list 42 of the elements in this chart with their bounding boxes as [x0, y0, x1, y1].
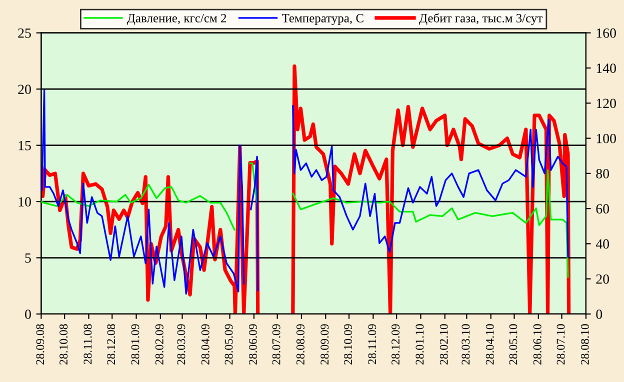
- x-tick-label: 28.11.09: [368, 324, 376, 364]
- x-tick-label: 28.11.08: [84, 324, 92, 364]
- y-tick-label: 10: [18, 197, 31, 206]
- x-tick-label: 28.12.08: [107, 324, 116, 365]
- y-tick-label: 20: [18, 84, 31, 94]
- x-tick-label: 28.01.10: [416, 324, 424, 365]
- y2-tick-label: 0: [596, 310, 602, 319]
- x-tick-label: 28.07.09: [272, 324, 280, 365]
- x-tick-label: 28.09.08: [36, 324, 44, 365]
- x-tick-label: 28.02.09: [155, 324, 164, 365]
- x-tick-label: 28.05.09: [224, 324, 233, 365]
- x-tick-label: 28.12.09: [392, 324, 400, 365]
- legend-label: Давление, кгс/см 2: [127, 14, 226, 25]
- x-tick-label: 28.02.10: [440, 324, 448, 365]
- x-tick-label: 28.09.09: [320, 324, 329, 365]
- x-tick-label: 28.04.09: [201, 324, 210, 365]
- y-tick-label: 5: [25, 253, 31, 263]
- legend-label: Температура, С: [282, 14, 364, 25]
- y2-tick-label: 140: [596, 64, 616, 73]
- y2-tick-label: 60: [596, 204, 610, 214]
- y2-tick-label: 20: [596, 274, 610, 284]
- y-tick-label: 0: [25, 310, 31, 319]
- x-tick-label: 28.08.10: [580, 324, 589, 365]
- y2-tick-label: 80: [596, 169, 610, 178]
- x-tick-label: 28.10.09: [344, 324, 352, 365]
- y2-tick-label: 100: [596, 134, 616, 144]
- x-tick-label: 28.06.10: [533, 324, 542, 365]
- x-tick-label: 28.05.10: [509, 324, 518, 365]
- y2-tick-label: 40: [596, 239, 610, 249]
- x-tick-label: 28.08.09: [296, 324, 304, 365]
- x-tick-label: 28.03.10: [462, 324, 470, 365]
- x-tick-label: 28.04.10: [486, 324, 494, 365]
- y2-tick-label: 160: [596, 28, 616, 38]
- legend-label: Дебит газа, тыс.м 3/сут: [419, 13, 542, 25]
- x-tick-label: 28.01.09: [131, 324, 140, 365]
- y-tick-label: 25: [18, 28, 31, 38]
- x-tick-label: 28.03.09: [177, 324, 186, 365]
- x-tick-label: 28.10.08: [60, 324, 68, 365]
- x-tick-label: 28.06.09: [248, 324, 257, 365]
- x-tick-label: 28.07.10: [556, 324, 565, 365]
- y-tick-label: 15: [18, 140, 31, 150]
- y2-tick-label: 120: [596, 98, 616, 108]
